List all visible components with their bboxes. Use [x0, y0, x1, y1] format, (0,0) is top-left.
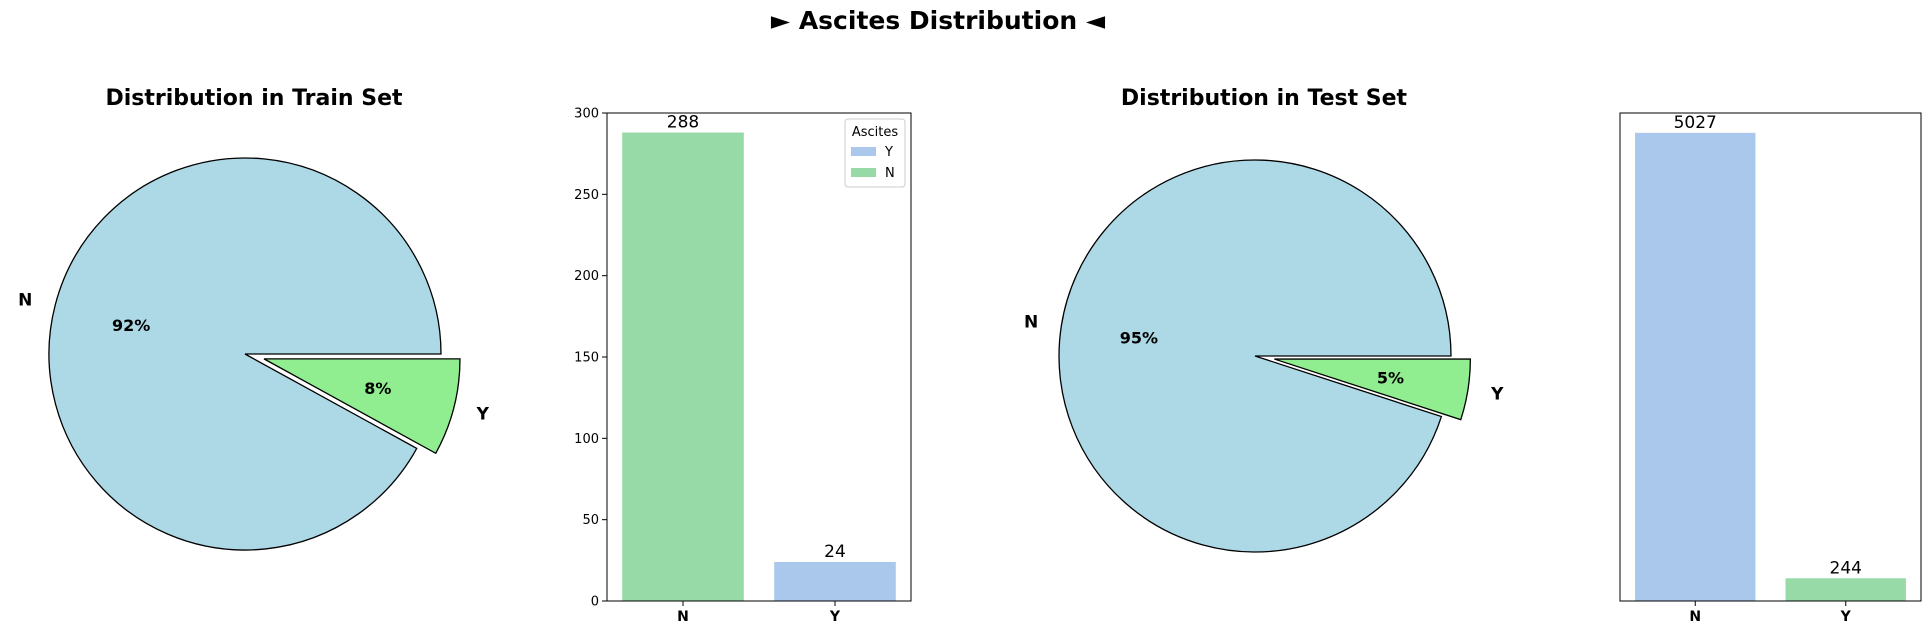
- figure-title: ► Ascites Distribution ◄: [771, 6, 1106, 35]
- chart-4-bar: 5027 N 244 Y: [1619, 112, 1922, 625]
- pie-category-label: N: [18, 290, 32, 310]
- x-tick-label: Y: [829, 609, 841, 625]
- y-tick-label: 150: [574, 351, 599, 366]
- pie-slice-Y: [263, 358, 461, 455]
- chart-3-pie: Distribution in Test Set N 95% Y 5%: [1024, 86, 1504, 553]
- y-tick-label: 100: [574, 432, 599, 447]
- bar-value-label: 5027: [1674, 113, 1717, 133]
- x-tick-label: N: [1689, 609, 1701, 625]
- pie-slice-N: [1058, 159, 1452, 553]
- y-tick-label: 50: [582, 513, 599, 528]
- pie-slice-N: [48, 157, 442, 551]
- pie-category-label: N: [1024, 313, 1038, 333]
- axes-frame: [606, 112, 912, 602]
- bar-value-label: 24: [824, 542, 846, 562]
- pie-category-label: Y: [476, 404, 490, 424]
- y-tick-label: 300: [574, 107, 599, 122]
- legend: Ascites YN: [844, 118, 906, 188]
- pie-percent-label: 8%: [364, 379, 391, 398]
- pie-title: Distribution in Test Set: [1121, 86, 1408, 111]
- chart-1-pie: Distribution in Train Set N 92% Y 8%: [18, 86, 490, 551]
- pie-title: Distribution in Train Set: [106, 86, 403, 111]
- bar-value-label: 244: [1830, 558, 1862, 578]
- bar-Y: [774, 561, 896, 601]
- bar-N: [622, 132, 744, 601]
- legend-swatch-N: [851, 168, 876, 177]
- pie-percent-label: 5%: [1377, 368, 1404, 387]
- bar-value-label: 288: [667, 113, 699, 133]
- y-tick-label: 250: [574, 188, 599, 203]
- y-tick-label: 200: [574, 269, 599, 284]
- pie-category-label: Y: [1490, 384, 1504, 404]
- bar-N: [1635, 132, 1756, 601]
- legend-title: Ascites: [852, 125, 899, 140]
- legend-entry-label: Y: [884, 145, 893, 160]
- axes-frame: [1619, 112, 1922, 602]
- legend-swatch-Y: [851, 147, 876, 156]
- x-tick-label: N: [677, 609, 689, 625]
- legend-entry-label: N: [885, 166, 895, 181]
- chart-panels: Distribution in Train Set N 92% Y 8% 0 50 100 15…: [18, 86, 1922, 625]
- pie-slice-Y: [1274, 358, 1472, 421]
- y-tick-label: 0: [591, 595, 599, 610]
- bar-Y: [1785, 578, 1906, 601]
- x-tick-label: Y: [1840, 609, 1852, 625]
- pie-percent-label: 92%: [112, 316, 150, 335]
- pie-percent-label: 95%: [1120, 329, 1158, 348]
